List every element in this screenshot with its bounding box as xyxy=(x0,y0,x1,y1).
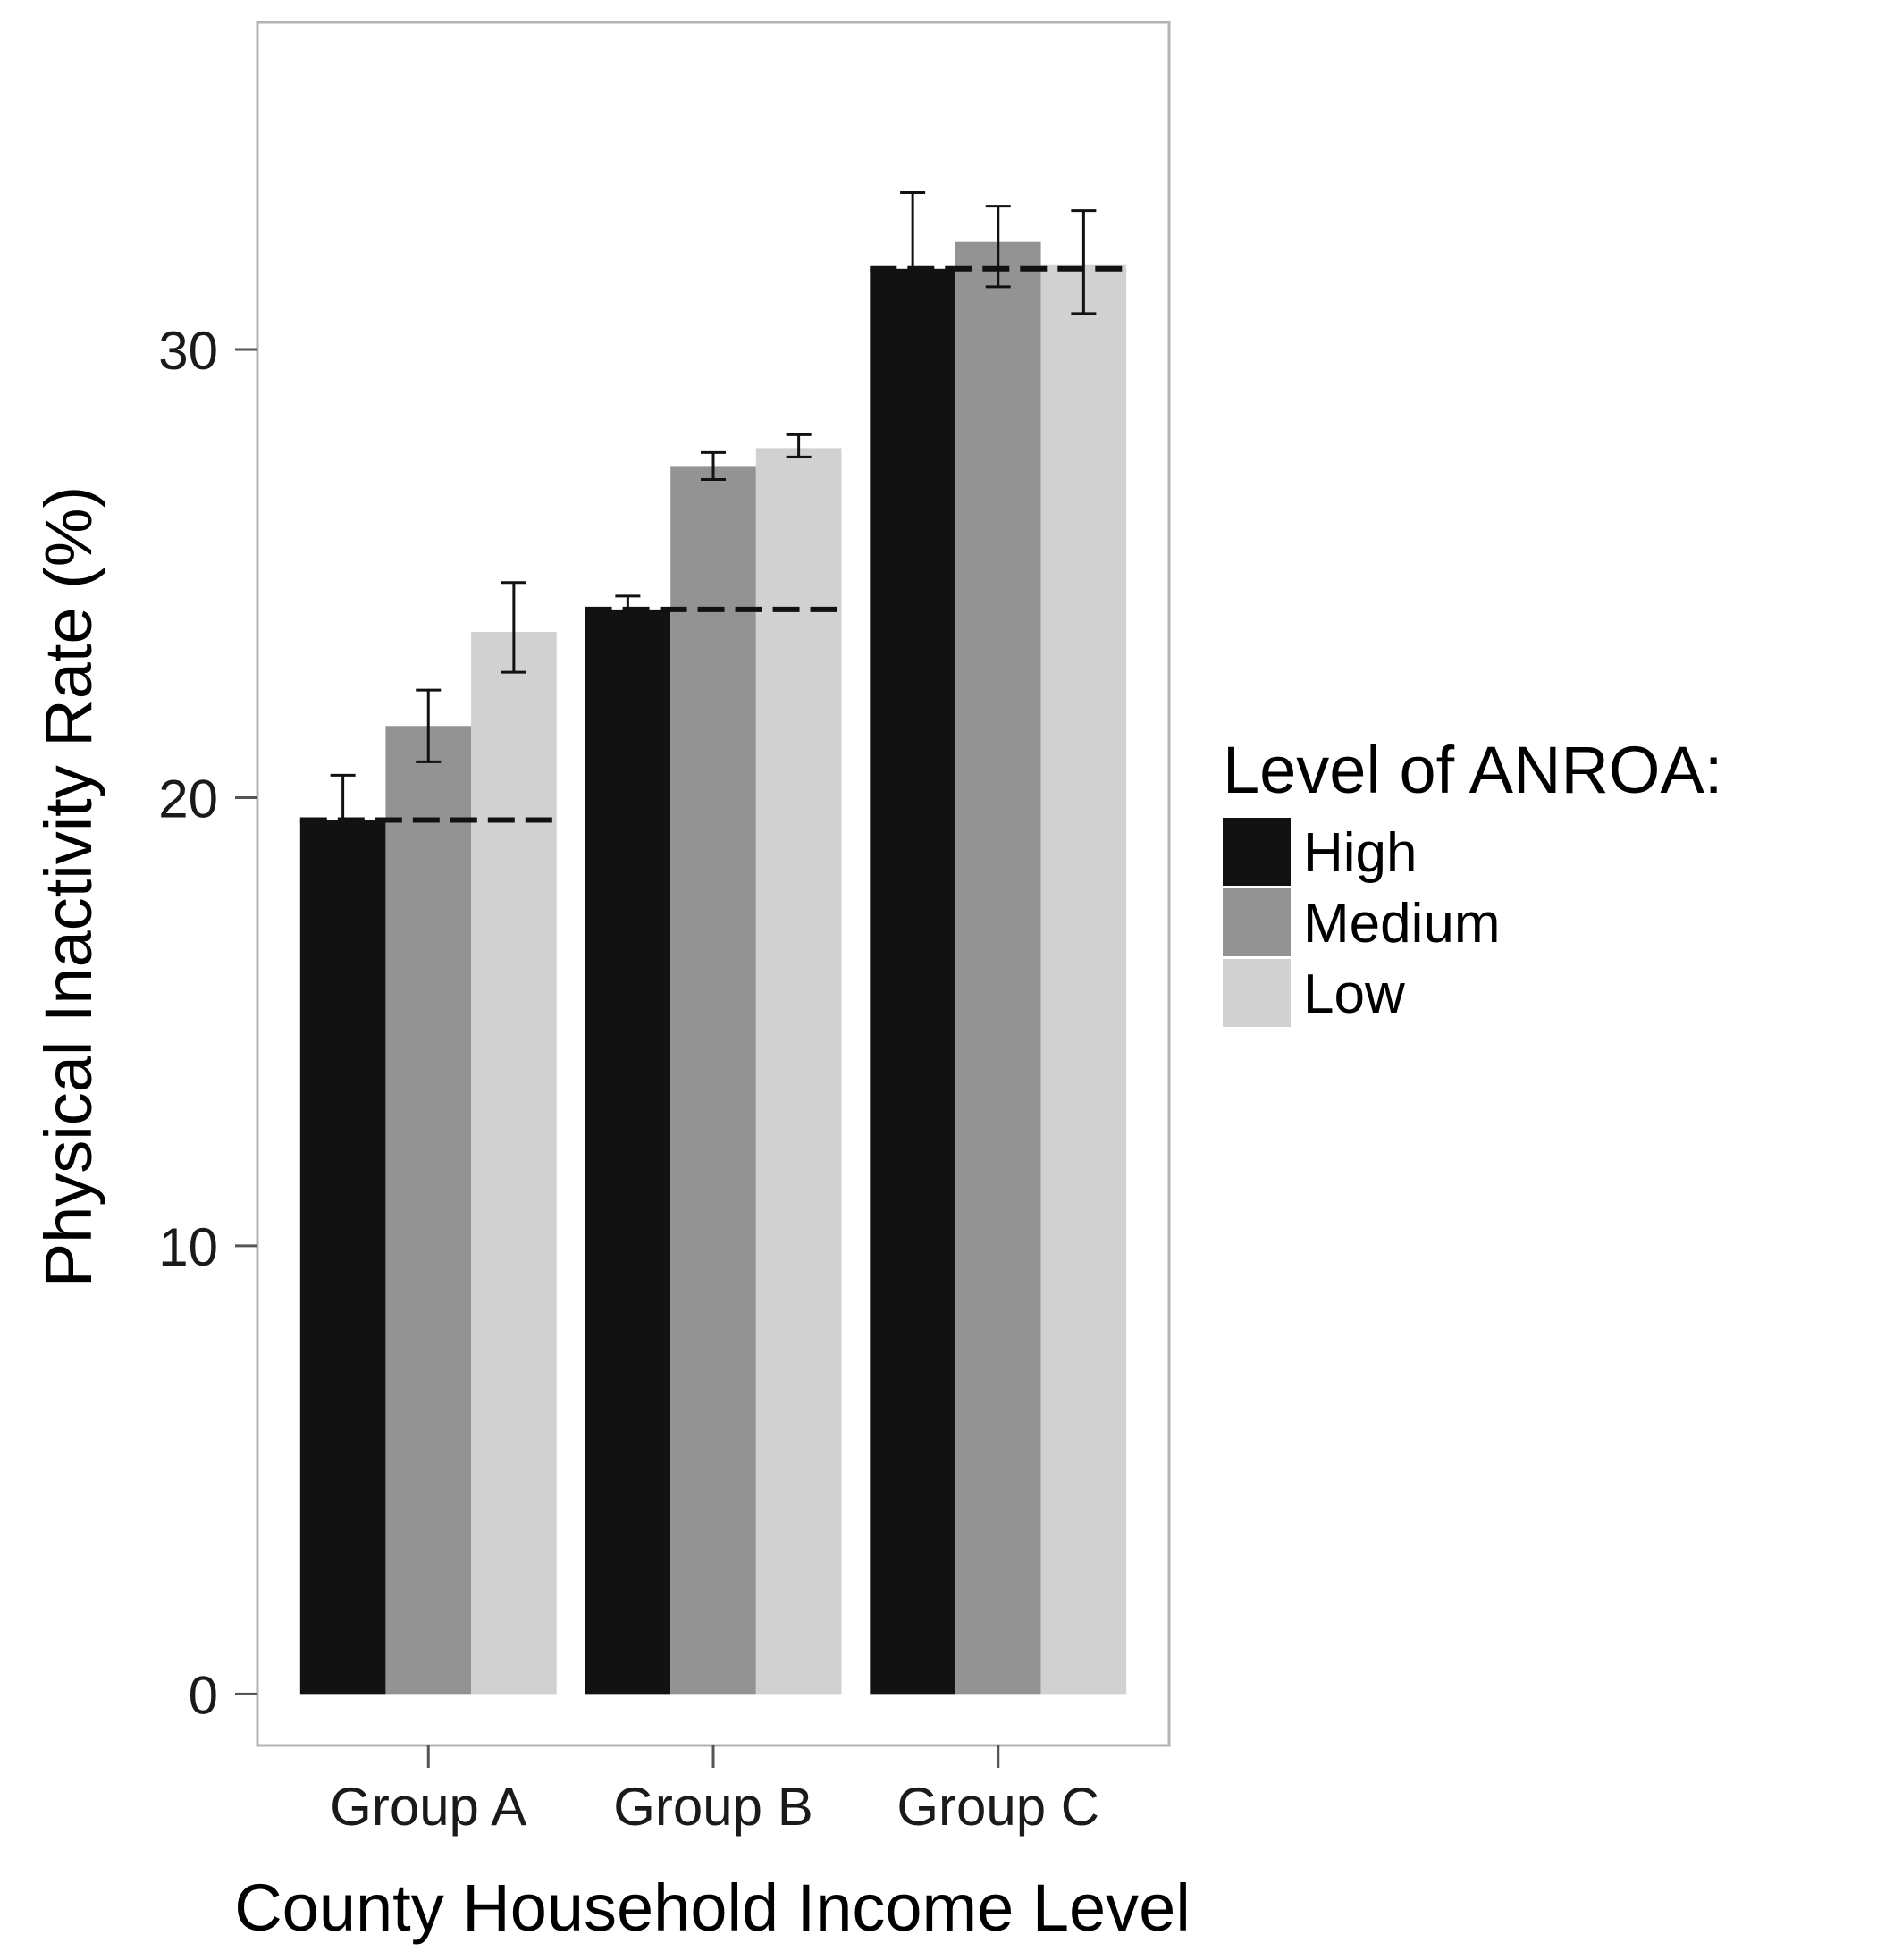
x-tick-label-2: Group B xyxy=(613,1777,812,1837)
legend: Level of ANROA: High Medium Low xyxy=(1223,733,1722,1027)
x-tick-label-3: Group C xyxy=(896,1777,1099,1837)
bar-low-3 xyxy=(1040,264,1127,1695)
y-axis: 0 10 20 30 xyxy=(158,321,257,1725)
error-bar-medium-3 xyxy=(985,205,1011,289)
legend-key-medium xyxy=(1223,888,1291,956)
bar-medium-1 xyxy=(385,726,472,1695)
legend-label-high: High xyxy=(1303,822,1418,884)
error-bars-layer xyxy=(330,191,1097,862)
bar-high-2 xyxy=(585,609,671,1695)
legend-title: Level of ANROA: xyxy=(1223,733,1722,807)
bar-low-2 xyxy=(755,448,842,1695)
error-bar-high-3 xyxy=(900,191,926,333)
bar-medium-2 xyxy=(670,466,756,1695)
y-tick-label-30: 30 xyxy=(158,321,218,381)
x-axis: Group A Group B Group C xyxy=(330,1745,1099,1837)
error-bar-low-2 xyxy=(786,433,812,458)
bars-layer xyxy=(299,241,1127,1695)
error-bar-medium-2 xyxy=(701,450,726,481)
bar-low-1 xyxy=(471,631,557,1695)
legend-items: High Medium Low xyxy=(1223,818,1501,1027)
legend-key-high xyxy=(1223,818,1291,886)
error-bar-low-1 xyxy=(501,581,526,674)
y-tick-label-20: 20 xyxy=(158,769,218,829)
x-tick-label-1: Group A xyxy=(330,1777,526,1837)
y-axis-title: Physical Inactivity Rate (%) xyxy=(31,486,105,1288)
error-bar-high-1 xyxy=(330,773,356,862)
legend-label-low: Low xyxy=(1303,963,1405,1025)
legend-label-medium: Medium xyxy=(1303,893,1501,955)
y-tick-label-0: 0 xyxy=(189,1665,218,1725)
x-axis-title: County Household Income Level xyxy=(234,1871,1191,1945)
error-bar-low-3 xyxy=(1071,209,1097,315)
error-bar-high-2 xyxy=(615,594,641,625)
error-bar-medium-1 xyxy=(416,688,442,763)
bar-high-1 xyxy=(299,820,386,1695)
legend-key-low xyxy=(1223,959,1291,1027)
bar-medium-3 xyxy=(955,241,1041,1695)
bar-high-3 xyxy=(870,268,955,1695)
y-tick-label-10: 10 xyxy=(158,1217,218,1277)
